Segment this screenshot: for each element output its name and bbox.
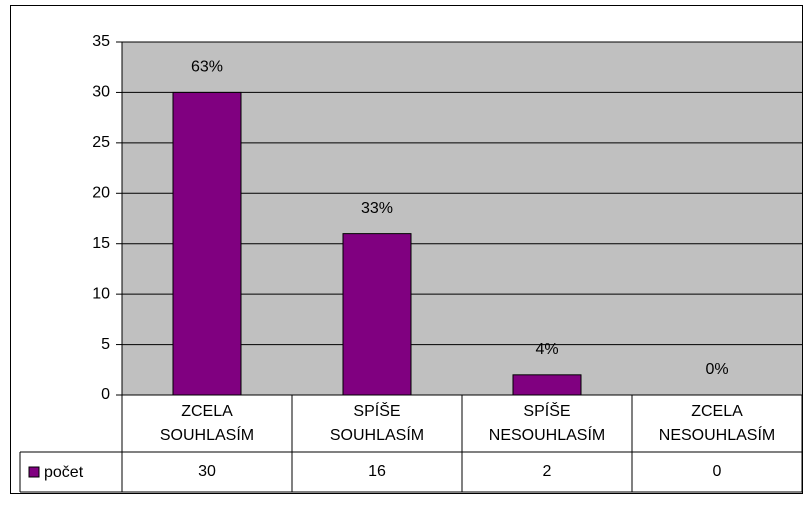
legend-label: počet [44,464,84,481]
x-tick-label-line: SPÍŠE [353,401,400,420]
percent-label: 0% [705,361,728,378]
bar [512,374,582,396]
percent-label: 4% [535,341,558,358]
x-tick-label-line: NESOUHLASÍM [489,425,605,444]
y-tick-label: 15 [92,235,110,252]
x-tick-label-line: SOUHLASÍM [160,425,254,444]
x-tick-label: ZCELA SOUHLASÍM [160,403,254,444]
table-value: 0 [713,463,722,480]
x-tick-label-line: ZCELA [691,403,743,420]
y-tick-label: 30 [92,84,110,101]
x-tick-label-line: NESOUHLASÍM [659,425,775,444]
x-tick-label: ZCELA NESOUHLASÍM [659,403,775,444]
x-tick-label-line: SOUHLASÍM [330,425,424,444]
y-tick-label: 0 [101,386,110,403]
x-tick-label-line: SPÍŠE [523,401,570,420]
percent-label: 33% [361,200,393,217]
table-value: 30 [198,463,216,480]
x-tick-label-line: ZCELA [181,403,233,420]
legend-swatch [28,466,40,478]
x-tick-label: SPÍŠE NESOUHLASÍM [489,401,605,444]
x-tick-label: SPÍŠE SOUHLASÍM [330,401,424,444]
percent-label: 63% [191,59,223,76]
y-tick-label: 5 [101,336,110,353]
y-tick-label: 10 [92,285,110,302]
y-tick-label: 25 [92,134,110,151]
table-value: 2 [543,463,552,480]
bar [172,91,242,396]
y-tick-label: 35 [92,33,110,50]
bar [342,233,412,396]
y-tick-label: 20 [92,185,110,202]
table-value: 16 [368,463,386,480]
